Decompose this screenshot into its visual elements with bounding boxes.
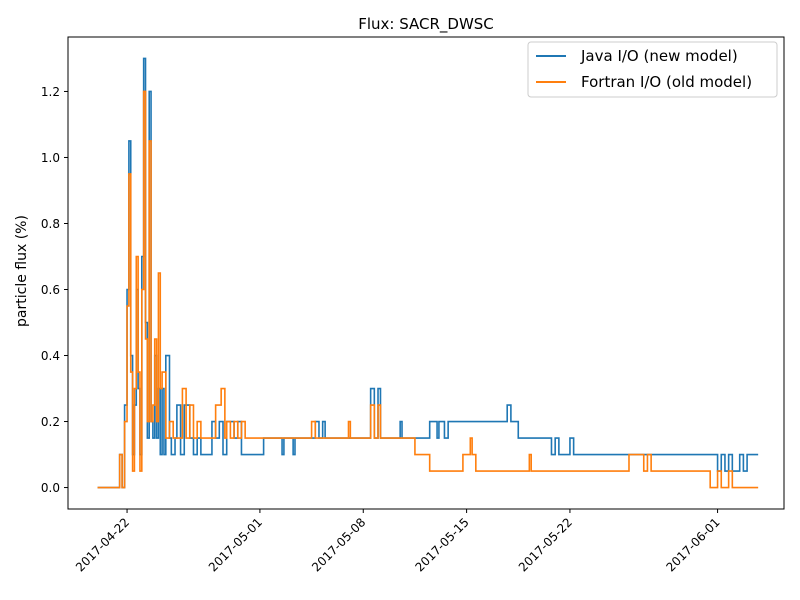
legend: Java I/O (new model) Fortran I/O (old mo… xyxy=(527,41,778,98)
y-axis: 0.0 0.2 0.4 0.6 0.8 1.0 1.2 xyxy=(41,85,68,495)
y-tick-label: 0.8 xyxy=(41,217,60,231)
legend-box xyxy=(527,41,778,98)
legend-label-fortran: Fortran I/O (old model) xyxy=(581,73,752,91)
y-tick-label: 0.2 xyxy=(41,415,60,429)
y-tick-label: 0.4 xyxy=(41,349,60,363)
y-axis-label: particle flux (%) xyxy=(14,215,30,327)
plot-frame xyxy=(67,36,785,510)
series-line-fortran xyxy=(97,90,759,489)
y-tick-label: 1.2 xyxy=(41,85,60,99)
legend-label-java: Java I/O (new model) xyxy=(580,47,738,65)
y-tick-label: 1.0 xyxy=(41,151,60,165)
chart-title: Flux: SACR_DWSC xyxy=(358,15,494,34)
y-tick-label: 0.6 xyxy=(41,283,60,297)
y-tick-label: 0.0 xyxy=(41,481,60,495)
plot-lines xyxy=(97,57,759,489)
